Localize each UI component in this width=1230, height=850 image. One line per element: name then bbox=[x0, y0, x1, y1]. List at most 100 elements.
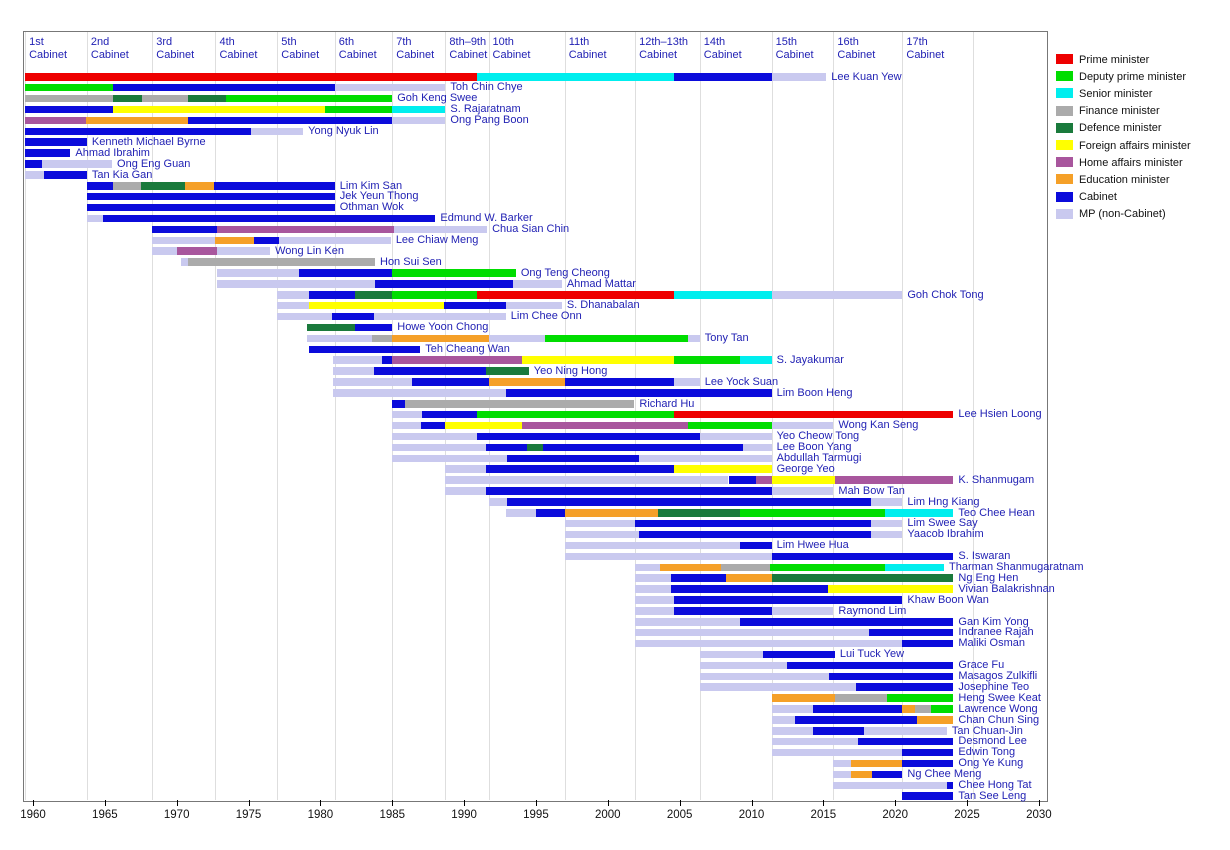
timeline-bar-cab bbox=[507, 454, 640, 462]
timeline-bar-mp bbox=[771, 487, 834, 495]
timeline-bar-def bbox=[771, 574, 954, 582]
timeline-bar-def bbox=[354, 291, 393, 299]
cabinet-word: Cabinet bbox=[156, 48, 195, 61]
x-axis-tick-label: 1970 bbox=[163, 809, 190, 821]
legend-swatch-def bbox=[1056, 122, 1073, 133]
timeline-bar-mp bbox=[833, 781, 947, 789]
timeline-bar-dpm bbox=[477, 410, 674, 419]
timeline-bar-cab bbox=[869, 628, 954, 637]
x-axis-tick bbox=[320, 800, 322, 806]
timeline-bar-mp bbox=[278, 236, 391, 244]
timeline-bar-cab bbox=[214, 182, 335, 190]
person-label: Lim Swee Say bbox=[907, 517, 978, 530]
x-axis-tick bbox=[967, 800, 969, 806]
timeline-bar-home bbox=[216, 225, 394, 234]
cabinet-header-label: 11th Cabinet bbox=[569, 36, 607, 61]
cabinet-word: Cabinet bbox=[29, 48, 68, 61]
timeline-bar-def bbox=[527, 443, 544, 452]
person-label: Yaacob Ibrahim bbox=[907, 528, 984, 541]
timeline-bar-dpm bbox=[392, 291, 478, 299]
timeline-bar-def bbox=[658, 509, 740, 517]
x-axis-tick-label: 1995 bbox=[523, 809, 549, 821]
timeline-bar-mp bbox=[771, 705, 814, 713]
cabinet-ordinal: 15th bbox=[775, 36, 798, 48]
timeline-bar-cab bbox=[673, 596, 903, 604]
timeline-bar-mp bbox=[373, 312, 506, 321]
cabinet-gridline bbox=[277, 31, 279, 800]
timeline-bar-cab bbox=[946, 781, 954, 789]
cabinet-word: Cabinet bbox=[219, 48, 258, 61]
person-label: Lee Kuan Yew bbox=[831, 70, 902, 83]
person-label: Lui Tuck Yew bbox=[839, 648, 905, 661]
x-axis-tick bbox=[895, 800, 897, 806]
timeline-bar-mp bbox=[564, 530, 640, 539]
timeline-bar-cab bbox=[635, 519, 871, 528]
x-axis-tick bbox=[176, 800, 178, 806]
timeline-bar-for bbox=[308, 301, 444, 310]
timeline-bar-mp bbox=[742, 443, 772, 452]
timeline-bar-mp bbox=[488, 498, 508, 506]
x-axis-tick-label: 1965 bbox=[92, 809, 118, 821]
timeline-bar-mp bbox=[699, 432, 772, 441]
timeline-bar-cab bbox=[412, 378, 489, 386]
timeline-bar-mp bbox=[392, 116, 446, 125]
person-label: Tan See Leng bbox=[958, 789, 1027, 802]
person-label: Indranee Rajah bbox=[958, 626, 1034, 639]
cabinet-word: Cabinet bbox=[775, 48, 814, 61]
timeline-bar-cab bbox=[639, 530, 871, 539]
timeline-bar-sm bbox=[392, 105, 446, 114]
cabinet-ordinal: 11th bbox=[568, 36, 590, 48]
legend-swatch-dpm bbox=[1056, 71, 1073, 82]
x-axis-tick-label: 1990 bbox=[451, 809, 477, 821]
timeline-bar-cab bbox=[671, 585, 828, 593]
timeline-bar-home bbox=[176, 247, 217, 255]
legend-swatch-edu bbox=[1056, 174, 1073, 185]
person-label: Chan Chun Sing bbox=[958, 713, 1040, 726]
person-label: Ong Pang Boon bbox=[450, 114, 529, 127]
timeline-bar-cab bbox=[673, 73, 772, 81]
timeline-bar-mp bbox=[771, 748, 903, 757]
cabinet-ordinal: 1st bbox=[29, 36, 44, 48]
cabinet-ordinal: 12th–13th bbox=[639, 36, 689, 48]
x-axis-tick-label: 1960 bbox=[20, 809, 46, 821]
timeline-bar-mp bbox=[771, 421, 834, 430]
timeline-bar-mp bbox=[86, 214, 104, 223]
timeline-bar-cab bbox=[86, 182, 114, 190]
cabinet-gridline bbox=[215, 31, 217, 800]
timeline-bar-sm bbox=[740, 356, 772, 364]
timeline-bar-cab bbox=[375, 280, 513, 288]
person-label: Lim Kim San bbox=[339, 179, 403, 192]
person-label: Ng Eng Hen bbox=[958, 571, 1019, 584]
timeline-bar-cab bbox=[308, 345, 421, 353]
person-label: Lim Hwee Hua bbox=[776, 539, 849, 552]
timeline-bar-home bbox=[392, 356, 522, 364]
timeline-bar-mp bbox=[673, 378, 700, 386]
timeline-bar-edu bbox=[564, 509, 659, 517]
timeline-bar-cab bbox=[564, 378, 674, 386]
x-axis-tick-label: 2015 bbox=[810, 809, 837, 821]
person-label: Tan Chuan-Jin bbox=[951, 724, 1023, 737]
person-label: Lee Boon Yang bbox=[776, 441, 852, 454]
person-label: Grace Fu bbox=[958, 659, 1005, 672]
timeline-bar-cab bbox=[543, 443, 743, 452]
timeline-bar-mp bbox=[277, 312, 332, 321]
person-label: S. Iswaran bbox=[958, 550, 1011, 563]
timeline-bar-cab bbox=[740, 541, 772, 550]
cabinet-gridline bbox=[25, 31, 27, 800]
timeline-bar-edu bbox=[725, 574, 772, 582]
timeline-bar-fin bbox=[142, 94, 189, 103]
legend-swatch-fin bbox=[1056, 105, 1073, 116]
timeline-bar-mp bbox=[870, 519, 903, 528]
timeline-bar-cab bbox=[872, 770, 903, 779]
cabinet-header-label: 4th Cabinet bbox=[219, 36, 257, 61]
timeline-bar-mp bbox=[639, 454, 772, 462]
timeline-bar-mp bbox=[333, 378, 413, 386]
x-axis-tick-label: 2030 bbox=[1026, 809, 1052, 821]
timeline-bar-fin bbox=[188, 258, 375, 266]
timeline-bar-dpm bbox=[886, 694, 954, 702]
legend-swatch-sm bbox=[1056, 88, 1073, 99]
timeline-bar-mp bbox=[445, 465, 486, 473]
timeline-bar-def bbox=[188, 94, 226, 103]
timeline-bar-mp bbox=[771, 291, 903, 299]
x-axis-tick bbox=[751, 800, 753, 806]
